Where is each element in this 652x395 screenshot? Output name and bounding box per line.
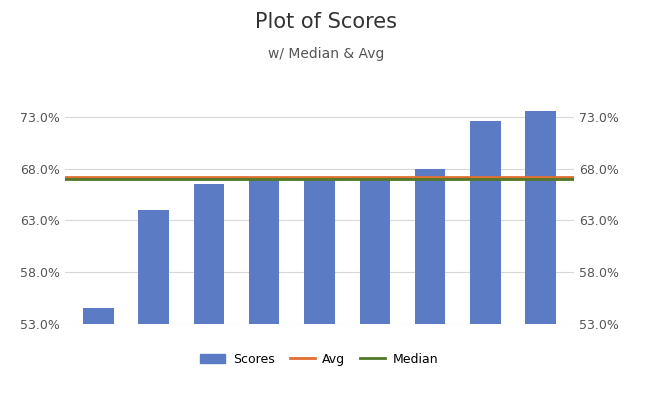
Bar bbox=[415, 169, 445, 395]
Bar bbox=[194, 184, 224, 395]
Bar bbox=[526, 111, 556, 395]
Bar bbox=[470, 121, 501, 395]
Bar bbox=[83, 308, 113, 395]
Bar bbox=[138, 210, 169, 395]
Text: Plot of Scores: Plot of Scores bbox=[255, 12, 397, 32]
Bar bbox=[304, 179, 334, 395]
Legend: Scores, Avg, Median: Scores, Avg, Median bbox=[196, 348, 443, 371]
Bar bbox=[359, 179, 390, 395]
Bar bbox=[249, 179, 280, 395]
Text: w/ Median & Avg: w/ Median & Avg bbox=[268, 47, 384, 61]
